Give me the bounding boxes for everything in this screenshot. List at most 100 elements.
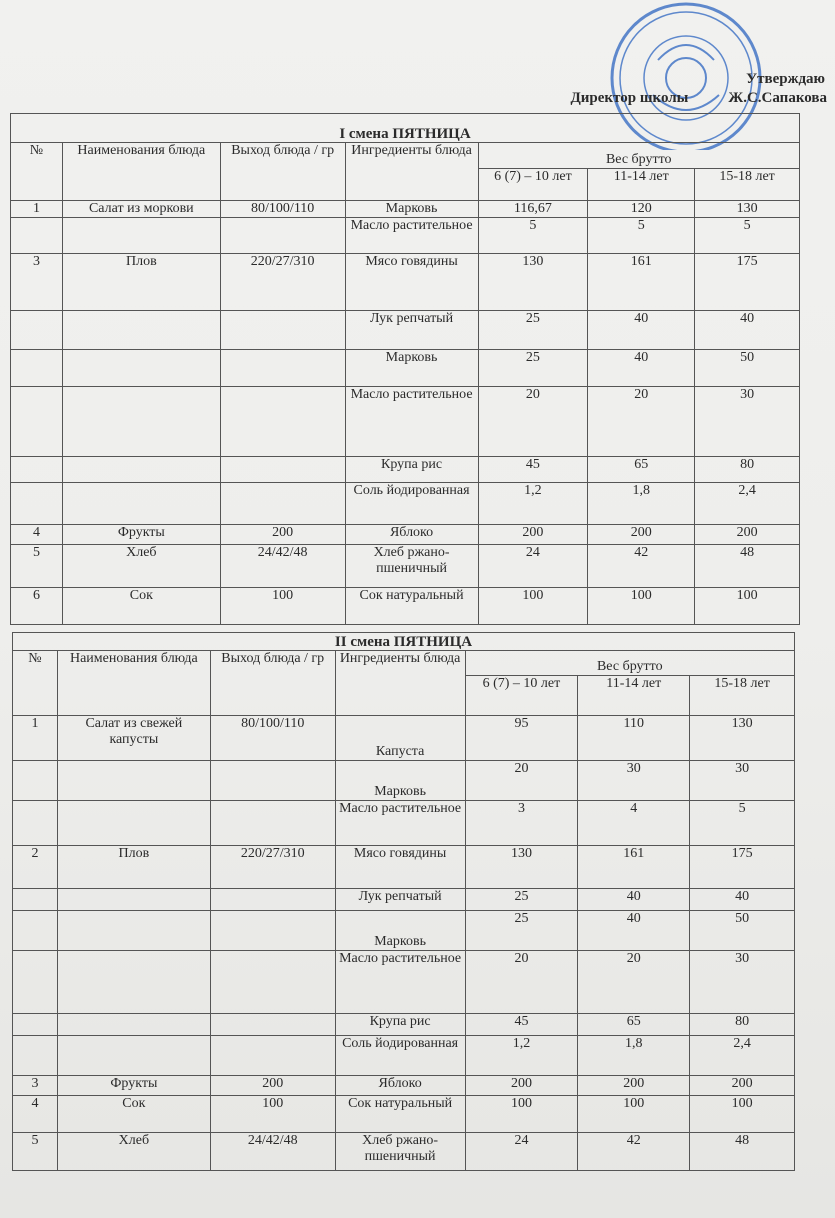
weight-11-14: 200: [587, 524, 696, 545]
column-header-age2: 11-14 лет: [587, 168, 696, 201]
dish-yield: [219, 349, 346, 387]
weight-6-10: 130: [477, 253, 589, 311]
weight-11-14: 20: [587, 386, 696, 457]
column-header-ingredients: Ингредиенты блюда: [344, 142, 479, 201]
dish-yield: 80/100/110: [219, 200, 346, 218]
column-header-weight: Вес брутто: [464, 650, 796, 676]
weight-11-14: 1,8: [587, 482, 696, 525]
dish-name: Хлеб: [56, 1132, 211, 1171]
ingredient: Марковь: [334, 910, 466, 951]
weight-11-14: 20: [577, 950, 691, 1014]
menu-table-shift-2: II смена ПЯТНИЦА № Наименования блюда Выход…: [12, 632, 796, 1171]
header-row: № Наименования блюда Выход блюда / гр Ингре…: [10, 142, 800, 201]
column-header-yield: Выход блюда / гр: [209, 650, 336, 716]
table-row: Масло растительное 3 4 5: [12, 800, 795, 846]
table-row: Соль йодированная 1,2 1,8 2,4: [12, 1035, 795, 1076]
dish-number: 1: [10, 200, 63, 218]
ingredient: Мясо говядины: [344, 253, 479, 311]
ingredient: Мясо говядины: [334, 845, 466, 889]
weight-15-18: 30: [694, 386, 800, 457]
weight-11-14: 1,8: [577, 1035, 691, 1076]
ingredient: Масло растительное: [344, 386, 479, 457]
weight-11-14: 161: [587, 253, 696, 311]
weight-11-14: 161: [577, 845, 691, 889]
dish-name: Салат из свежей капусты: [56, 715, 211, 761]
weight-11-14: 40: [577, 910, 691, 951]
weight-15-18: 80: [694, 456, 800, 483]
ingredient: Масло растительное: [334, 950, 466, 1014]
dish-yield: [219, 310, 346, 350]
dish-number: 3: [12, 1075, 58, 1096]
column-header-age1: 6 (7) – 10 лет: [464, 675, 579, 716]
dish-yield: 24/42/48: [209, 1132, 336, 1171]
table-row: Крупа рис 45 65 80: [10, 456, 800, 483]
ingredient: Капуста: [334, 715, 466, 761]
table-row: 1 Салат из свежей капусты 80/100/110 Капуст…: [12, 715, 795, 761]
weight-15-18: 40: [694, 310, 800, 350]
table-row: 2 Плов 220/27/310 Мясо говядины 130 161 175: [12, 845, 795, 889]
weight-6-10: 20: [477, 386, 589, 457]
header-row: № Наименования блюда Выход блюда / гр Ингре…: [12, 650, 796, 716]
table-row: Марковь 25 40 50: [12, 910, 795, 951]
dish-number: [12, 950, 58, 1014]
shift-title: II смена ПЯТНИЦА: [12, 632, 795, 651]
dish-yield: [219, 456, 346, 483]
weight-15-18: 40: [689, 888, 795, 911]
weight-15-18: 80: [689, 1013, 795, 1036]
dish-name: [61, 349, 221, 387]
weight-15-18: 175: [689, 845, 795, 889]
dish-yield: [209, 760, 336, 801]
shift-title: I смена ПЯТНИЦА: [10, 113, 800, 143]
dish-yield: [209, 1013, 336, 1036]
column-header-ingredients: Ингредиенты блюда: [334, 650, 466, 716]
dish-name: [61, 456, 221, 483]
weight-6-10: 95: [464, 715, 579, 761]
weight-11-14: 100: [587, 587, 696, 625]
dish-number: [10, 310, 63, 350]
dish-yield: 100: [209, 1095, 336, 1133]
table-row: 5 Хлеб 24/42/48 Хлеб ржано-пшеничный 24 42 48: [12, 1132, 795, 1171]
dish-name: Фрукты: [61, 524, 221, 545]
column-header-num: №: [10, 142, 63, 201]
weight-15-18: 100: [689, 1095, 795, 1133]
dish-name: Сок: [56, 1095, 211, 1133]
dish-yield: [209, 800, 336, 846]
dish-number: 5: [12, 1132, 58, 1171]
table-row: 3 Плов 220/27/310 Мясо говядины 130 161 175: [10, 253, 800, 311]
column-header-num: №: [12, 650, 58, 716]
dish-name: Салат из моркови: [61, 200, 221, 218]
dish-name: [56, 910, 211, 951]
table-row: Лук репчатый 25 40 40: [10, 310, 800, 350]
ingredient: Соль йодированная: [344, 482, 479, 525]
column-header-weight: Вес брутто: [477, 142, 800, 169]
weight-11-14: 110: [577, 715, 691, 761]
table-row: 4 Фрукты 200 Яблоко 200 200 200: [10, 524, 800, 545]
dish-yield: [209, 910, 336, 951]
column-header-name: Наименования блюда: [56, 650, 211, 716]
dish-name: [61, 217, 221, 254]
weight-15-18: 48: [689, 1132, 795, 1171]
dish-number: [12, 1013, 58, 1036]
column-header-name: Наименования блюда: [61, 142, 221, 201]
weight-15-18: 30: [689, 760, 795, 801]
dish-number: [10, 386, 63, 457]
weight-6-10: 25: [464, 888, 579, 911]
weight-6-10: 200: [464, 1075, 579, 1096]
table-row: Лук репчатый 25 40 40: [12, 888, 795, 911]
dish-yield: [219, 217, 346, 254]
dish-number: [12, 910, 58, 951]
dish-yield: 80/100/110: [209, 715, 336, 761]
table-row: Масло растительное 20 20 30: [10, 386, 800, 457]
weight-15-18: 30: [689, 950, 795, 1014]
column-header-age3: 15-18 лет: [689, 675, 795, 716]
weight-6-10: 1,2: [464, 1035, 579, 1076]
column-header-age2: 11-14 лет: [577, 675, 691, 716]
weight-15-18: 5: [689, 800, 795, 846]
dish-number: 1: [12, 715, 58, 761]
weight-6-10: 200: [477, 524, 589, 545]
dish-number: [12, 760, 58, 801]
ingredient: Сок натуральный: [334, 1095, 466, 1133]
weight-11-14: 120: [587, 200, 696, 218]
dish-name: Плов: [56, 845, 211, 889]
dish-name: [56, 1013, 211, 1036]
